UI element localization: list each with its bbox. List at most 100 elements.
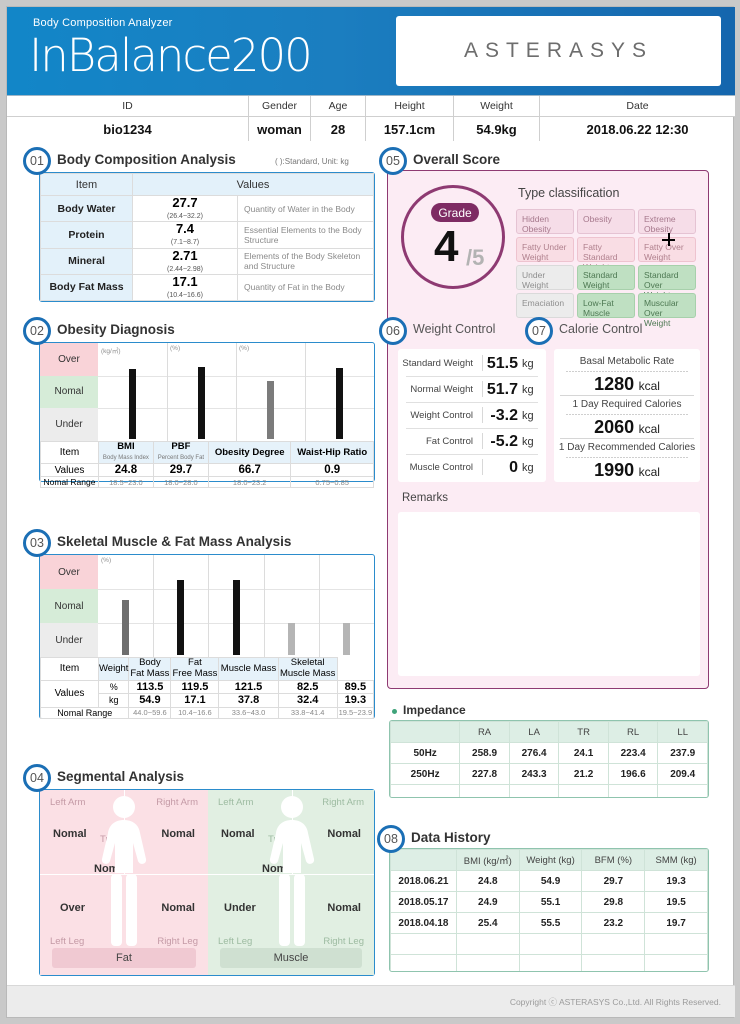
col-header: LA: [508, 721, 560, 743]
col-header-values: Values: [132, 173, 374, 196]
grade-value: 4: [434, 222, 459, 271]
cell: 21.2: [558, 763, 609, 785]
cell: [455, 933, 520, 955]
cell: [558, 784, 609, 797]
value-pct: 82.5: [277, 679, 338, 695]
calorie-unit: kcal: [638, 422, 660, 436]
type-cell-emaciation[interactable]: Emaciation: [516, 293, 574, 318]
gridline: [153, 555, 155, 657]
profile-field-id: ID bio1234: [7, 96, 249, 141]
gridline: [305, 343, 306, 441]
section-title-08: Data History: [411, 830, 491, 845]
level-label-over: Over: [40, 555, 98, 589]
divider: [406, 402, 538, 403]
cell: [607, 784, 659, 797]
app-header: Body Composition Analyzer InBalance200 A…: [7, 7, 735, 95]
row-label: Protein: [40, 221, 133, 249]
value-kg: 54.9: [128, 693, 172, 708]
col-header: BFM (%): [581, 849, 646, 871]
row-value: 0: [509, 458, 518, 476]
fat-left-leg-value: Over: [60, 902, 86, 914]
bar-plot-area: (%): [98, 555, 374, 657]
axis-unit: (%): [170, 345, 181, 352]
skeletal-muscle-chart: Over Nomal Under (%) Item Weight Body Fat Mass…: [39, 554, 375, 720]
table-row: Body Fat Mass 17.1 (10.4~16.6) Quantity o…: [40, 273, 374, 302]
right-arm-label: Right Arm: [156, 797, 198, 808]
type-cell-obesity[interactable]: Obesity: [577, 209, 635, 234]
calorie-value: 1280: [594, 374, 635, 394]
impedance-table: RA LA TR RL LL 50Hz 258.9 276.4 24.1 223.4 237.9 25…: [389, 720, 709, 798]
value: 66.7: [207, 463, 292, 477]
weight-control-box: Standard Weight 51.5 kg Normal Weight 51.7 kg…: [398, 349, 546, 482]
cell: 243.3: [508, 763, 560, 785]
type-cell-fatty-standard-weight[interactable]: Fatty Standard Weight: [577, 237, 635, 272]
cell: [657, 784, 708, 797]
left-arm-label: Left Arm: [218, 797, 254, 808]
row-label: Item: [40, 441, 99, 464]
muscle-left-leg-value: Under: [224, 902, 256, 914]
type-cell-low-fat-muscle[interactable]: Low-Fat Muscle: [577, 293, 635, 318]
section-title-05: Overall Score: [413, 152, 501, 167]
cell: [455, 954, 520, 971]
segmental-analysis: Left Arm Right Arm Trunk Nomal Nomal Nom…: [39, 789, 375, 976]
type-cell-standard-over-weight[interactable]: Standard Over Weight: [638, 265, 696, 300]
profile-value: 28: [330, 121, 346, 137]
remarks-area[interactable]: [398, 512, 700, 676]
impedance-title: Impedance: [403, 703, 466, 717]
cell: 24.1: [558, 742, 609, 764]
bar-weight: [122, 600, 130, 655]
col-name: Muscle Mass: [218, 657, 279, 681]
bar-fat: [232, 580, 240, 655]
unit-pct: %: [97, 679, 130, 695]
row-label: Item: [40, 657, 99, 681]
cell: 55.1: [518, 891, 583, 913]
unit-kg: kg: [97, 693, 130, 708]
cell: [644, 954, 708, 971]
mouse-cursor: [662, 233, 675, 246]
type-cell-fatty-under-weight[interactable]: Fatty Under Weight: [516, 237, 574, 262]
axis-unit: (%): [239, 345, 250, 352]
calorie-value: 1990: [594, 460, 635, 480]
type-cell-muscular-over-weight[interactable]: Muscular Over Weight: [638, 293, 696, 328]
bar-waist-hip-ratio: [336, 368, 343, 439]
section-badge-01: 01: [23, 147, 51, 175]
type-cell-fatty-over-weight[interactable]: Fatty Over Weight: [638, 237, 696, 262]
row-value: 51.7: [486, 380, 518, 398]
type-cell-hidden-obesity[interactable]: Hidden Obesity: [516, 209, 574, 234]
fat-footer-label: Fat: [52, 948, 196, 968]
gridline: [208, 555, 210, 657]
type-cell-extreme-obesity[interactable]: Extreme Obesity: [638, 209, 696, 234]
value-kg: 37.8: [218, 693, 279, 708]
profile-label: ID: [7, 96, 248, 117]
overall-score-panel: Grade 4 /5 Type classification Hidden Ob…: [387, 170, 709, 689]
divider: [566, 457, 688, 458]
table-row: [390, 933, 708, 955]
col-header: TR: [558, 721, 609, 743]
row-unit: kg: [522, 383, 534, 396]
divider: [566, 371, 688, 372]
table-row: [390, 954, 708, 971]
gridline: [318, 555, 320, 657]
row-value: 51.5: [486, 354, 518, 372]
row-header: 250Hz: [390, 763, 461, 785]
row-desc: Elements of the Body Skeleton and Struct…: [237, 247, 374, 275]
data-history-table: BMI (kg/㎡) Weight (kg) BFM (%) SMM (kg) 2018…: [389, 848, 709, 972]
type-cell-under-weight[interactable]: Under Weight: [516, 265, 574, 290]
fat-left-arm-value: Nomal: [53, 828, 87, 840]
body-silhouette-icon: [269, 796, 315, 946]
table-row: Body Water 27.7 (26.4~32.2) Quantity of W…: [40, 194, 374, 223]
bar-pbf: [198, 367, 205, 439]
col-header-item: Item: [40, 173, 133, 196]
divider: [566, 414, 688, 415]
section-badge-03: 03: [23, 529, 51, 557]
row-label: Body Fat Mass: [40, 273, 133, 302]
cell: 24.9: [455, 891, 520, 913]
type-cell-standard-weight[interactable]: Standard Weight: [577, 265, 635, 290]
profile-value: 2018.06.22 12:30: [586, 121, 689, 137]
profile-field-age: Age 28: [311, 96, 366, 141]
section-badge-08: 08: [377, 825, 405, 853]
calorie-unit: kcal: [638, 379, 660, 393]
profile-label: Date: [540, 96, 735, 117]
copyright-text: Copyright ⓒ ASTERASYS Co.,Ltd. All Right…: [509, 997, 721, 1007]
col-name: Fat Free Mass: [170, 657, 220, 681]
